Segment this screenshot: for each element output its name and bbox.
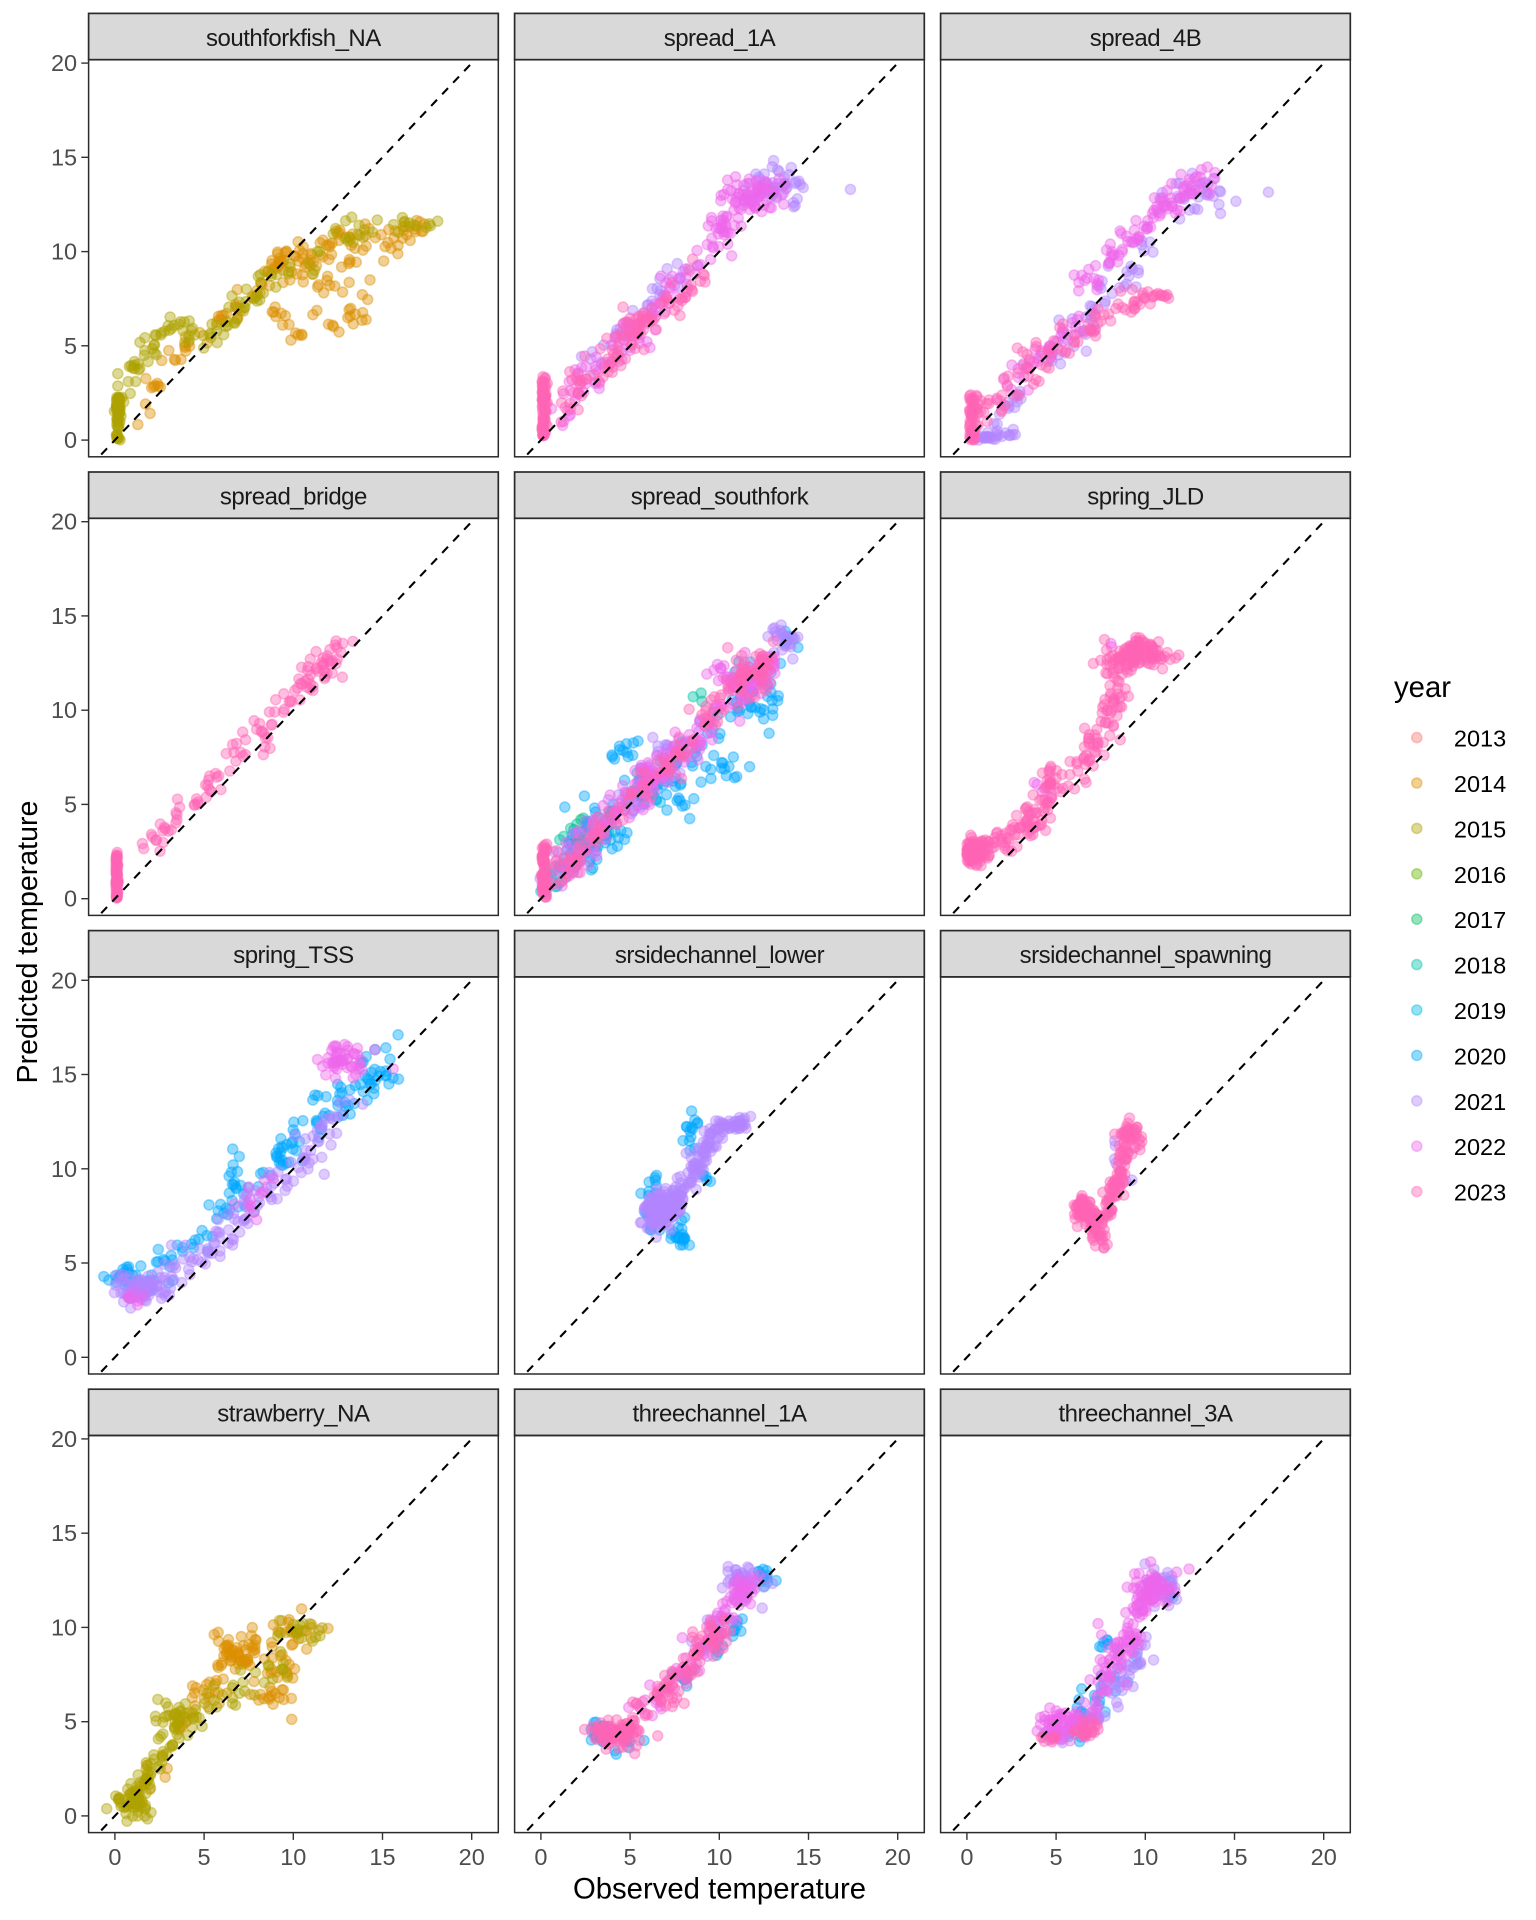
svg-text:20: 20 (51, 50, 77, 76)
svg-text:srsidechannel_lower: srsidechannel_lower (615, 942, 825, 969)
svg-text:10: 10 (51, 239, 77, 265)
svg-text:10: 10 (1132, 1844, 1158, 1870)
svg-text:20: 20 (885, 1844, 911, 1870)
svg-text:15: 15 (795, 1844, 821, 1870)
svg-text:threechannel_3A: threechannel_3A (1059, 1401, 1233, 1428)
svg-text:2017: 2017 (1454, 907, 1506, 933)
svg-text:15: 15 (369, 1844, 395, 1870)
svg-text:spring_JLD: spring_JLD (1087, 483, 1204, 510)
svg-text:20: 20 (459, 1844, 485, 1870)
svg-text:0: 0 (64, 1803, 77, 1829)
svg-text:15: 15 (51, 144, 77, 170)
svg-text:10: 10 (51, 1156, 77, 1182)
svg-text:15: 15 (51, 603, 77, 629)
svg-text:0: 0 (64, 886, 77, 912)
svg-text:2019: 2019 (1454, 998, 1506, 1024)
svg-text:Observed temperature: Observed temperature (573, 1873, 866, 1906)
svg-text:2014: 2014 (1454, 771, 1506, 797)
svg-text:15: 15 (51, 1520, 77, 1546)
svg-text:5: 5 (64, 1709, 77, 1735)
svg-text:10: 10 (280, 1844, 306, 1870)
svg-text:spread_bridge: spread_bridge (220, 483, 367, 510)
svg-text:Predicted temperature: Predicted temperature (12, 801, 44, 1084)
svg-text:20: 20 (51, 1426, 77, 1452)
svg-text:0: 0 (534, 1844, 547, 1870)
svg-text:5: 5 (198, 1844, 211, 1870)
svg-text:strawberry_NA: strawberry_NA (217, 1401, 370, 1428)
svg-text:srsidechannel_spawning: srsidechannel_spawning (1020, 942, 1272, 969)
svg-text:10: 10 (51, 697, 77, 723)
svg-text:5: 5 (1050, 1844, 1063, 1870)
svg-text:2018: 2018 (1454, 953, 1506, 979)
svg-text:spring_TSS: spring_TSS (233, 942, 353, 969)
svg-text:threechannel_1A: threechannel_1A (633, 1401, 807, 1428)
svg-text:5: 5 (624, 1844, 637, 1870)
svg-text:2022: 2022 (1454, 1134, 1506, 1160)
svg-text:0: 0 (960, 1844, 973, 1870)
svg-text:2020: 2020 (1454, 1043, 1506, 1069)
svg-text:20: 20 (1311, 1844, 1337, 1870)
svg-text:2021: 2021 (1454, 1089, 1506, 1115)
svg-text:0: 0 (64, 1344, 77, 1370)
svg-text:2015: 2015 (1454, 816, 1506, 842)
svg-text:spread_4B: spread_4B (1090, 25, 1202, 52)
svg-text:5: 5 (64, 1250, 77, 1276)
svg-text:southforkfish_NA: southforkfish_NA (206, 25, 381, 52)
svg-text:15: 15 (51, 1062, 77, 1088)
svg-text:2016: 2016 (1454, 862, 1506, 888)
svg-text:20: 20 (51, 509, 77, 535)
svg-text:spread_southfork: spread_southfork (631, 483, 810, 510)
svg-text:10: 10 (51, 1614, 77, 1640)
svg-text:2013: 2013 (1454, 726, 1506, 752)
svg-text:0: 0 (108, 1844, 121, 1870)
svg-text:15: 15 (1221, 1844, 1247, 1870)
svg-text:5: 5 (64, 791, 77, 817)
svg-text:20: 20 (51, 967, 77, 993)
svg-text:spread_1A: spread_1A (664, 25, 776, 52)
svg-text:0: 0 (64, 427, 77, 453)
svg-text:year: year (1394, 671, 1451, 704)
svg-text:5: 5 (64, 333, 77, 359)
svg-text:10: 10 (706, 1844, 732, 1870)
svg-text:2023: 2023 (1454, 1180, 1506, 1206)
